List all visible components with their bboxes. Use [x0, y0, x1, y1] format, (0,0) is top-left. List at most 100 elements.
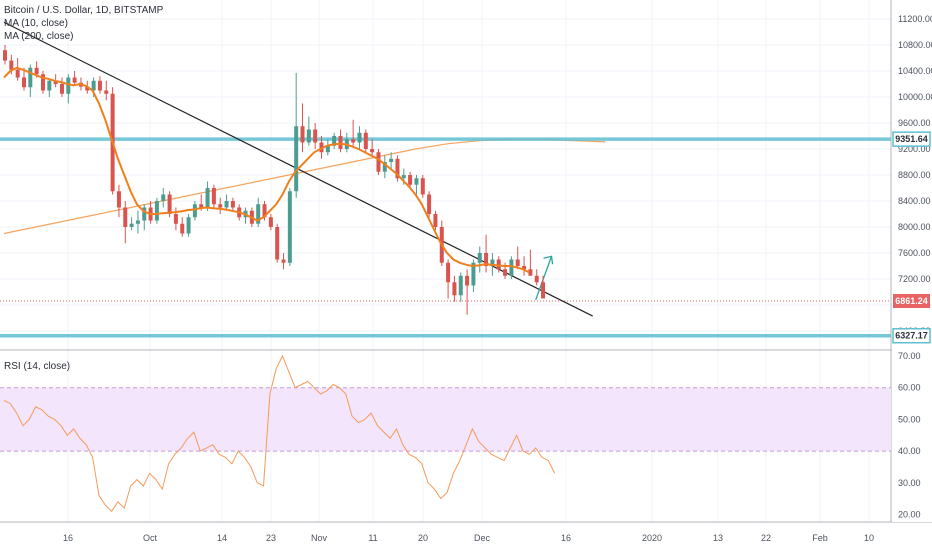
badge-box: [892, 131, 931, 147]
candle: [218, 197, 223, 214]
ma10-legend-label: MA (10, close): [4, 18, 68, 29]
candle: [104, 80, 109, 101]
candle-body: [522, 266, 527, 270]
candle: [471, 259, 476, 292]
time-tick-label: 14: [217, 533, 227, 543]
candle-body: [40, 74, 45, 91]
candle: [211, 184, 216, 208]
candle-body: [91, 80, 96, 91]
candle-body: [256, 204, 261, 224]
ma200-series-line: [3, 138, 606, 235]
candle-body: [135, 220, 140, 224]
candle-body: [541, 282, 546, 299]
candle: [477, 246, 482, 273]
rsi-series-line: [3, 354, 556, 513]
candle-body: [205, 188, 210, 208]
candle-body: [287, 191, 292, 263]
candle-body: [97, 80, 102, 91]
candle-body: [28, 67, 33, 88]
time-tick-label: 11: [368, 533, 377, 543]
candle: [465, 269, 470, 315]
candle: [363, 129, 368, 153]
candle-body: [306, 129, 311, 143]
candle: [300, 103, 305, 153]
candle-body: [515, 259, 520, 266]
candle: [338, 129, 343, 153]
candle: [15, 58, 20, 81]
candle-body: [21, 77, 26, 88]
rsi-tick-label: 60.00: [898, 383, 921, 393]
price-tick-label: 11200.00: [898, 14, 932, 24]
candle: [135, 210, 140, 234]
candle-body: [154, 201, 159, 221]
candle: [59, 77, 64, 97]
badge-value: 6861.24: [895, 296, 928, 306]
candle-body: [332, 136, 337, 146]
candle: [528, 249, 533, 276]
candle-body: [129, 223, 134, 227]
current-price-badge: 6861.24: [893, 294, 930, 309]
price-tick-label: 9600.00: [898, 118, 931, 128]
candle: [40, 71, 45, 94]
candle-body: [192, 204, 197, 218]
time-tick-label: 22: [761, 533, 771, 543]
rsi-legend: RSI (14, close): [4, 360, 70, 373]
candle-body: [313, 129, 318, 143]
candle-body: [53, 80, 58, 84]
candle-body: [66, 77, 71, 94]
rsi-layer: [3, 354, 556, 513]
time-tick-label: 16: [561, 533, 571, 543]
candle-body: [534, 275, 539, 283]
candle: [370, 139, 375, 156]
candle-body: [294, 126, 299, 192]
candle: [496, 256, 501, 273]
candle-body: [509, 259, 514, 276]
time-tick-label: 10: [864, 533, 874, 543]
price-tick-label: 8800.00: [898, 170, 931, 180]
candle-body: [370, 149, 375, 153]
candle-body: [496, 259, 501, 270]
candle-body: [59, 84, 64, 94]
candle-body: [123, 207, 128, 227]
candle-body: [357, 132, 362, 143]
price-tick-label: 8400.00: [898, 196, 931, 206]
candle-body: [389, 158, 394, 162]
candle: [446, 259, 451, 299]
candle: [205, 181, 210, 211]
candle: [427, 191, 432, 218]
candle-body: [218, 204, 223, 208]
ma200-legend-label: MA (200, close): [4, 31, 74, 42]
rsi-tick-label: 50.00: [898, 414, 921, 424]
candle-body: [173, 214, 178, 224]
candle-body: [116, 191, 121, 208]
candle: [509, 256, 514, 279]
time-tick-label: 13: [713, 533, 723, 543]
price-axis-bg: [892, 0, 932, 522]
candle-body: [72, 77, 77, 83]
candle-body: [34, 67, 39, 75]
candle: [142, 204, 147, 231]
projection-arrow-shaft: [535, 256, 553, 301]
candle-body: [104, 90, 109, 94]
candle: [357, 126, 362, 149]
candle-body: [433, 214, 438, 227]
candle-body: [528, 269, 533, 276]
price-tick-label: 10800.00: [898, 40, 932, 50]
level-price-badge: 9351.64: [892, 131, 931, 147]
candle-body: [180, 223, 185, 234]
rsi-overbought-band: [0, 387, 891, 452]
candle: [230, 197, 235, 211]
candle: [281, 253, 286, 270]
projection-arrow-head: [543, 255, 554, 265]
candle: [306, 116, 311, 146]
rsi-tick-label: 20.00: [898, 510, 921, 520]
candle-body: [230, 201, 235, 208]
price-tick-label: 8000.00: [898, 222, 931, 232]
candle: [332, 132, 337, 149]
candle: [28, 64, 33, 97]
candle-body: [211, 188, 216, 205]
rsi-band-layer: [0, 387, 891, 452]
candle-body: [275, 227, 280, 260]
